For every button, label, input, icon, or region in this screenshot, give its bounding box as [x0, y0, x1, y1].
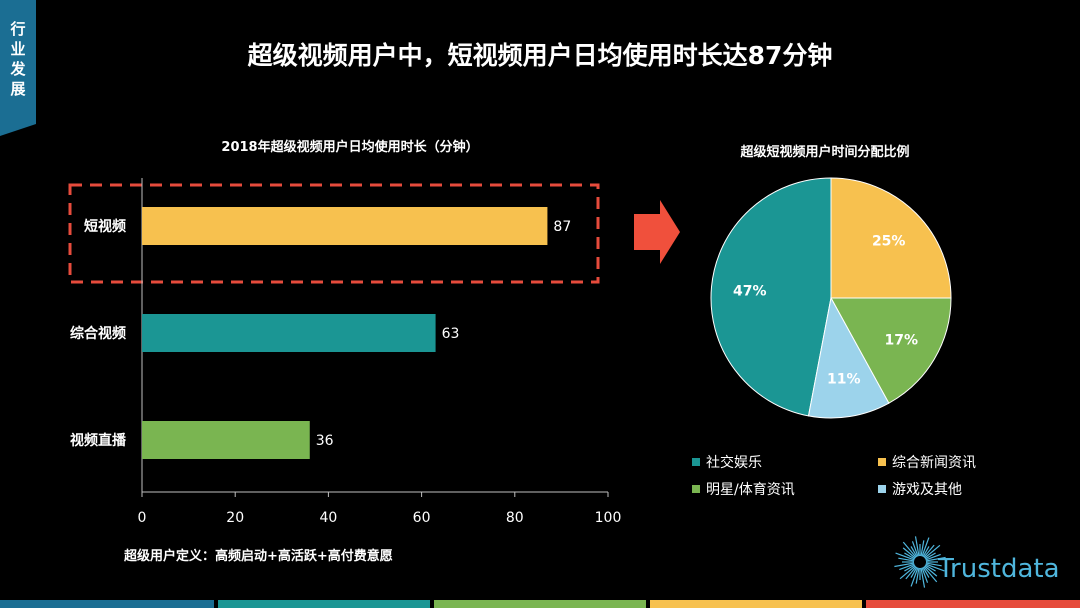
logo-ray [924, 564, 936, 572]
logo-ray [924, 552, 936, 560]
pie-slice [710, 177, 832, 417]
pie-slice-label: 47% [733, 283, 767, 299]
x-tick-label: 60 [413, 510, 431, 526]
pie-slice [830, 177, 952, 299]
x-tick-label: 0 [138, 510, 147, 526]
side-tab-char: 发 [10, 60, 26, 78]
pie-slice-label: 25% [872, 233, 906, 249]
arrow-right-icon [634, 200, 680, 264]
bar-value-label: 87 [553, 219, 571, 235]
trustdata-logo: Trustdata [890, 532, 1070, 592]
logo-ray [910, 546, 918, 558]
highlight-box [68, 183, 600, 284]
bar-value-label: 36 [316, 433, 334, 449]
footnote: 超级用户定义：高频启动+高活跃+高付费意愿 [124, 549, 393, 564]
logo-ray [902, 541, 917, 558]
logo-burst-icon [894, 536, 946, 588]
x-tick-label: 20 [226, 510, 244, 526]
bottom-strip [218, 600, 430, 608]
side-tab-char: 业 [10, 40, 26, 58]
bottom-strip [434, 600, 646, 608]
legend-label: 综合新闻资讯 [892, 455, 976, 471]
bottom-strip [866, 600, 1080, 608]
bottom-strip [0, 600, 214, 608]
logo-ray [910, 566, 918, 578]
logo-ray [904, 552, 916, 560]
legend-swatch [878, 458, 886, 466]
legend-item: 综合新闻资讯 [878, 452, 976, 472]
logo-ray [915, 567, 920, 584]
logo-ray [921, 567, 929, 583]
logo-ray [899, 565, 916, 580]
side-tab-tip [0, 124, 36, 136]
side-section-tab: 行 业 发 展 [0, 0, 36, 124]
logo-ray [924, 544, 941, 559]
logo-ray [921, 537, 930, 557]
logo-ray [923, 544, 935, 558]
category-label: 短视频 [84, 218, 126, 235]
x-tick-label: 100 [595, 510, 622, 526]
logo-ray [925, 556, 946, 562]
pie-slice [830, 297, 952, 404]
logo-ray [894, 562, 915, 568]
pie-chart-title: 超级短视频用户时间分配比例 [740, 145, 910, 160]
logo-text: Trustdata [938, 554, 1060, 584]
side-tab-char: 展 [10, 80, 26, 98]
side-tab-char: 行 [10, 20, 26, 38]
bar-value-label: 63 [442, 326, 460, 342]
pie-slice-label: 11% [827, 372, 861, 388]
category-label: 视频直播 [70, 432, 127, 449]
legend-label: 社交娱乐 [706, 455, 762, 471]
logo-ray [904, 564, 916, 572]
category-label: 综合视频 [70, 325, 126, 342]
logo-ray [923, 566, 938, 583]
legend-item: 明星/体育资讯 [692, 479, 795, 499]
logo-ray [922, 566, 930, 578]
page-title: 超级视频用户中，短视频用户日均使用时长达87分钟 [247, 41, 833, 70]
x-tick-label: 40 [319, 510, 337, 526]
logo-ray [895, 552, 915, 561]
logo-ray [898, 557, 915, 562]
legend-item: 游戏及其他 [878, 479, 962, 499]
logo-ray [920, 540, 925, 557]
legend-item: 社交娱乐 [692, 452, 762, 472]
pie-slice-label: 17% [884, 333, 918, 349]
logo-ray [925, 553, 941, 561]
x-tick-label: 80 [506, 510, 524, 526]
legend-swatch [878, 485, 886, 493]
logo-ray [925, 563, 945, 572]
logo-ray [910, 567, 919, 587]
bar [142, 421, 310, 459]
logo-ray [899, 563, 915, 571]
legend-label: 明星/体育资讯 [706, 482, 795, 498]
logo-ray [902, 547, 916, 559]
logo-ray [911, 541, 919, 557]
legend-swatch [692, 485, 700, 493]
logo-ray [914, 536, 920, 557]
logo-ray [905, 566, 917, 580]
bar [142, 207, 548, 245]
legend-swatch [692, 458, 700, 466]
logo-ray [924, 565, 938, 577]
bottom-strip [650, 600, 862, 608]
pie-slice [807, 296, 890, 419]
logo-ray [925, 562, 942, 567]
logo-ray [920, 567, 926, 588]
bar [142, 314, 436, 352]
legend-label: 游戏及其他 [892, 482, 962, 498]
bar-chart-title: 2018年超级视频用户日均使用时长（分钟） [221, 140, 479, 155]
logo-ray [922, 546, 930, 558]
